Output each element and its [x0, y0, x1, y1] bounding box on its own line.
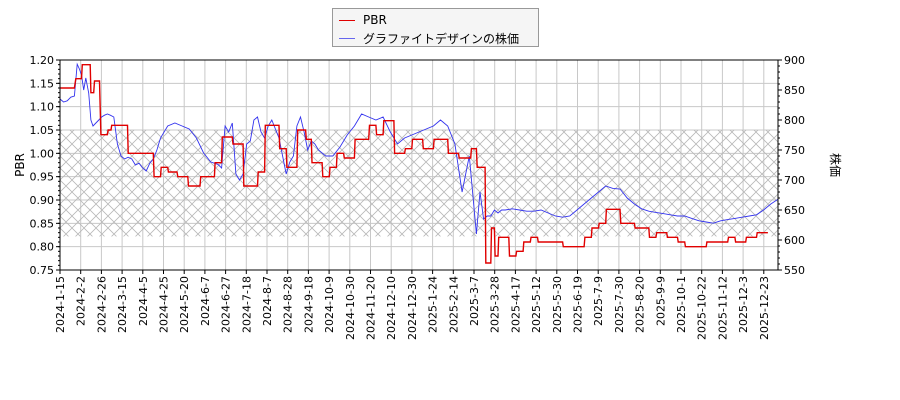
svg-text:2024-10-9: 2024-10-9	[323, 276, 336, 333]
right-axis: 550 600 650 700 750 800 850 900	[778, 54, 805, 277]
svg-text:0.80: 0.80	[30, 241, 55, 254]
svg-text:0.85: 0.85	[30, 217, 55, 230]
svg-text:2025-3-7: 2025-3-7	[468, 276, 481, 326]
svg-text:1.10: 1.10	[30, 101, 55, 114]
svg-text:0.95: 0.95	[30, 171, 55, 184]
left-axis-title: PBR	[13, 153, 27, 177]
svg-text:2025-3-28: 2025-3-28	[489, 276, 502, 333]
svg-text:2024-7-18: 2024-7-18	[240, 276, 253, 333]
svg-text:2025-9-9: 2025-9-9	[654, 276, 667, 326]
svg-text:0.75: 0.75	[30, 264, 55, 277]
legend-item-pbr: PBR	[339, 12, 387, 28]
svg-text:2025-10-1: 2025-10-1	[675, 276, 688, 333]
svg-text:2025-12-23: 2025-12-23	[758, 276, 771, 340]
svg-text:2025-5-12: 2025-5-12	[530, 276, 543, 333]
legend: PBR グラファイトデザインの株価	[332, 8, 539, 47]
svg-text:2024-11-20: 2024-11-20	[365, 276, 378, 340]
svg-text:2025-12-3: 2025-12-3	[737, 276, 750, 333]
x-axis: 2024-1-15 2024-2-2 2024-2-26 2024-3-15 2024-…	[54, 270, 771, 340]
svg-text:2024-8-7: 2024-8-7	[261, 276, 274, 326]
svg-text:650: 650	[784, 204, 805, 217]
svg-text:750: 750	[784, 144, 805, 157]
svg-text:2025-4-17: 2025-4-17	[509, 276, 522, 333]
svg-text:2025-10-22: 2025-10-22	[696, 276, 709, 340]
svg-text:2024-6-7: 2024-6-7	[199, 276, 212, 326]
svg-text:900: 900	[784, 54, 805, 67]
svg-text:2025-7-30: 2025-7-30	[613, 276, 626, 333]
svg-text:2024-6-27: 2024-6-27	[220, 276, 233, 333]
svg-text:2025-5-30: 2025-5-30	[551, 276, 564, 333]
svg-text:2025-11-12: 2025-11-12	[716, 276, 729, 340]
svg-text:2024-5-20: 2024-5-20	[178, 276, 191, 333]
plot-frame	[59, 59, 779, 271]
legend-label-pbr: PBR	[363, 13, 387, 27]
legend-item-price: グラファイトデザインの株価	[339, 30, 519, 46]
price-line	[60, 62, 778, 235]
svg-text:2024-3-15: 2024-3-15	[116, 276, 129, 333]
svg-text:2024-4-25: 2024-4-25	[158, 276, 171, 333]
legend-label-price: グラファイトデザインの株価	[363, 31, 520, 46]
svg-text:2025-1-24: 2025-1-24	[427, 276, 440, 333]
svg-text:2024-4-5: 2024-4-5	[137, 276, 150, 326]
svg-text:2024-12-10: 2024-12-10	[385, 276, 398, 340]
price-swatch-icon	[339, 37, 355, 39]
svg-text:2025-8-20: 2025-8-20	[634, 276, 647, 333]
pbr-swatch-icon	[339, 19, 355, 21]
svg-text:2024-12-30: 2024-12-30	[406, 276, 419, 340]
svg-text:2024-1-15: 2024-1-15	[54, 276, 67, 333]
right-axis-title: 株価	[828, 153, 843, 177]
svg-text:2025-6-19: 2025-6-19	[572, 276, 585, 333]
left-axis: 0.75 0.80 0.85 0.90 0.95 1.00 1.05 1.10 1.15 1.20	[30, 54, 60, 277]
svg-text:2024-2-2: 2024-2-2	[75, 276, 88, 326]
svg-text:550: 550	[784, 264, 805, 277]
svg-text:1.15: 1.15	[30, 77, 55, 90]
svg-text:1.00: 1.00	[30, 147, 55, 160]
svg-text:0.90: 0.90	[30, 194, 55, 207]
svg-text:700: 700	[784, 174, 805, 187]
svg-text:800: 800	[784, 114, 805, 127]
hatched-band	[60, 130, 778, 237]
svg-text:2025-7-9: 2025-7-9	[592, 276, 605, 326]
svg-text:2024-8-28: 2024-8-28	[282, 276, 295, 333]
svg-text:850: 850	[784, 84, 805, 97]
svg-text:2024-9-18: 2024-9-18	[302, 276, 315, 333]
svg-text:2024-2-26: 2024-2-26	[95, 276, 108, 333]
svg-text:2024-10-30: 2024-10-30	[344, 276, 357, 340]
svg-text:600: 600	[784, 234, 805, 247]
svg-text:1.05: 1.05	[30, 124, 55, 137]
svg-text:2025-2-14: 2025-2-14	[447, 276, 460, 333]
svg-text:1.20: 1.20	[30, 54, 55, 67]
pbr-line	[60, 63, 768, 264]
